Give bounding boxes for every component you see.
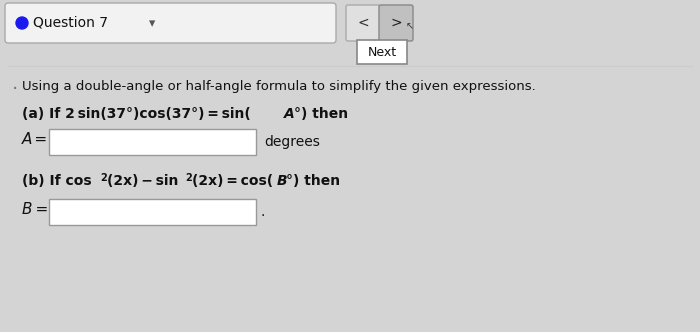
- FancyBboxPatch shape: [379, 5, 413, 41]
- Text: Question 7: Question 7: [33, 16, 108, 30]
- Text: 2: 2: [185, 173, 192, 183]
- Text: A =: A =: [22, 132, 48, 147]
- Text: degrees: degrees: [264, 135, 320, 149]
- Text: ·: ·: [12, 80, 18, 99]
- Text: 2: 2: [100, 173, 106, 183]
- Text: ↖: ↖: [406, 21, 414, 31]
- Text: °) then: °) then: [286, 174, 340, 188]
- Text: B =: B =: [22, 203, 48, 217]
- Text: (a) If 2 sin(37°)cos(37°) = sin(: (a) If 2 sin(37°)cos(37°) = sin(: [22, 107, 251, 121]
- Text: >: >: [390, 16, 402, 30]
- Text: ▾: ▾: [149, 18, 155, 31]
- FancyBboxPatch shape: [5, 3, 336, 43]
- Text: Using a double-angle or half-angle formula to simplify the given expressions.: Using a double-angle or half-angle formu…: [22, 80, 536, 93]
- Text: A: A: [284, 107, 295, 121]
- Text: .: .: [260, 205, 265, 219]
- FancyBboxPatch shape: [49, 199, 256, 225]
- Text: B: B: [277, 174, 288, 188]
- FancyBboxPatch shape: [346, 5, 380, 41]
- Text: (b) If cos: (b) If cos: [22, 174, 92, 188]
- Circle shape: [16, 17, 28, 29]
- Text: <: <: [357, 16, 369, 30]
- Text: °) then: °) then: [294, 107, 348, 121]
- FancyBboxPatch shape: [49, 129, 256, 155]
- FancyBboxPatch shape: [357, 40, 407, 64]
- Text: (2x) = cos(: (2x) = cos(: [192, 174, 273, 188]
- Text: (2x) − sin: (2x) − sin: [107, 174, 178, 188]
- Text: Next: Next: [368, 45, 397, 58]
